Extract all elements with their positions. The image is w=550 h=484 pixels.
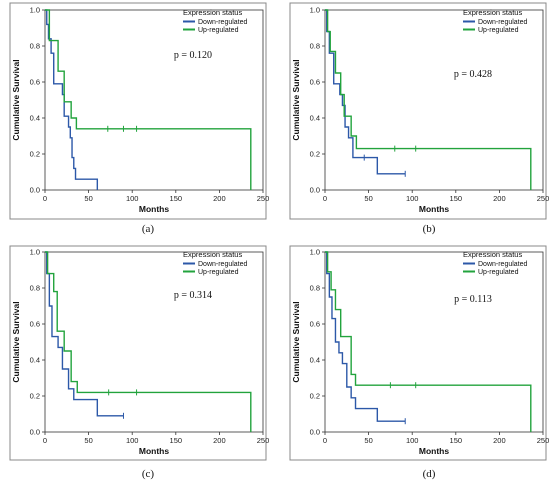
chart-panel-3: 0.0 0.2 0.4 0.6 0.8 1.0 0 50 100 150 200 250 Months C… [9, 245, 270, 480]
p-value-annotation: p = 0.113 [454, 294, 492, 305]
panel-frame [289, 245, 547, 461]
series-line-down-regulated [45, 251, 124, 417]
x-tick-label: 250 [537, 436, 550, 445]
chart-panel-2: 0.0 0.2 0.4 0.6 0.8 1.0 0 50 100 150 200 250 Months C… [289, 2, 550, 235]
plot-area [44, 9, 264, 191]
p-value-annotation: p = 0.428 [454, 69, 492, 80]
x-tick-label: 100 [126, 436, 139, 445]
x-tick-label: 200 [213, 436, 226, 445]
panel-caption: (a) [142, 223, 155, 235]
x-tick-label: 200 [213, 194, 226, 203]
series-line-up-regulated [325, 9, 532, 190]
p-value-annotation: p = 0.314 [174, 290, 212, 301]
x-tick-label: 50 [364, 194, 372, 203]
legend-entry: Up-regulated [198, 269, 239, 276]
y-tick-label: 0.0 [310, 428, 320, 437]
x-axis-label: Months [419, 446, 449, 456]
y-tick-label: 0.2 [30, 392, 40, 401]
legend-entry: Down-regulated [198, 19, 248, 26]
x-tick-label: 150 [170, 194, 183, 203]
series-line-down-regulated [325, 251, 406, 422]
y-tick-label: 0.2 [30, 150, 40, 159]
x-axis-label: Months [419, 204, 449, 214]
panel-caption: (c) [142, 468, 155, 480]
x-tick-label: 100 [406, 194, 419, 203]
series-line-up-regulated [45, 251, 252, 432]
legend-entry: Up-regulated [478, 27, 519, 34]
y-tick-label: 0.4 [30, 114, 40, 123]
legend-title: Expression status [183, 250, 242, 259]
y-tick-label: 0.6 [310, 78, 320, 87]
y-tick-label: 1.0 [310, 248, 320, 257]
legend-title: Expression status [183, 8, 242, 17]
x-tick-label: 0 [43, 194, 47, 203]
y-tick-label: 0.8 [30, 284, 40, 293]
y-tick-label: 0.8 [30, 42, 40, 51]
x-tick-label: 250 [257, 436, 270, 445]
panel-frame [9, 245, 267, 461]
plot-area [324, 9, 544, 191]
y-tick-label: 0.6 [30, 320, 40, 329]
x-tick-label: 200 [493, 194, 506, 203]
y-tick-label: 1.0 [30, 6, 40, 15]
panel-caption: (d) [423, 468, 436, 480]
legend-entry: Up-regulated [478, 269, 519, 276]
legend-entry: Down-regulated [478, 261, 528, 268]
series-line-up-regulated [45, 9, 252, 190]
y-tick-label: 0.0 [30, 186, 40, 195]
plot-area [44, 251, 264, 433]
y-tick-label: 0.0 [310, 186, 320, 195]
y-axis-label: Cumulative Survival [291, 301, 301, 382]
x-tick-label: 150 [450, 194, 463, 203]
y-tick-label: 0.0 [30, 428, 40, 437]
chart-panel-1: 0.0 0.2 0.4 0.6 0.8 1.0 0 50 100 150 200 250 Months C… [9, 2, 270, 235]
x-tick-label: 0 [323, 194, 327, 203]
legend-title: Expression status [463, 250, 522, 259]
x-tick-label: 150 [170, 436, 183, 445]
x-tick-label: 250 [537, 194, 550, 203]
y-tick-label: 0.6 [310, 320, 320, 329]
y-tick-label: 1.0 [30, 248, 40, 257]
plot-area [324, 251, 544, 433]
p-value-annotation: p = 0.120 [174, 50, 212, 61]
x-axis-label: Months [139, 446, 169, 456]
x-tick-label: 0 [323, 436, 327, 445]
panel-frame [289, 2, 547, 220]
y-axis-label: Cumulative Survival [11, 59, 21, 140]
x-tick-label: 250 [257, 194, 270, 203]
y-axis-label: Cumulative Survival [11, 301, 21, 382]
y-tick-label: 0.8 [310, 284, 320, 293]
legend-entry: Up-regulated [198, 27, 239, 34]
chart-panel-4: 0.0 0.2 0.4 0.6 0.8 1.0 0 50 100 150 200 250 Months C… [289, 245, 550, 480]
legend-title: Expression status [463, 8, 522, 17]
y-axis-label: Cumulative Survival [291, 59, 301, 140]
panel-caption: (b) [423, 223, 436, 235]
y-tick-label: 0.4 [310, 356, 320, 365]
legend-entry: Down-regulated [478, 19, 528, 26]
series-line-down-regulated [325, 9, 406, 175]
x-tick-label: 50 [84, 194, 92, 203]
y-tick-label: 1.0 [310, 6, 320, 15]
legend-entry: Down-regulated [198, 261, 248, 268]
x-axis-label: Months [139, 204, 169, 214]
series-line-down-regulated [45, 9, 99, 190]
x-tick-label: 0 [43, 436, 47, 445]
y-tick-label: 0.2 [310, 392, 320, 401]
x-tick-label: 100 [126, 194, 139, 203]
y-tick-label: 0.4 [30, 356, 40, 365]
y-tick-label: 0.8 [310, 42, 320, 51]
y-tick-label: 0.6 [30, 78, 40, 87]
panel-frame [9, 2, 267, 220]
series-line-up-regulated [325, 251, 532, 432]
y-tick-label: 0.4 [310, 114, 320, 123]
y-tick-label: 0.2 [310, 150, 320, 159]
x-tick-label: 100 [406, 436, 419, 445]
x-tick-label: 150 [450, 436, 463, 445]
x-tick-label: 200 [493, 436, 506, 445]
x-tick-label: 50 [364, 436, 372, 445]
x-tick-label: 50 [84, 436, 92, 445]
